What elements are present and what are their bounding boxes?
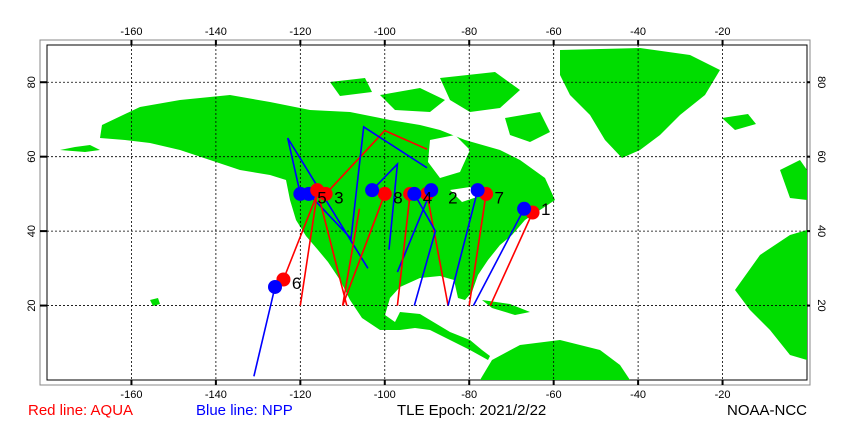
lon-label-bottom: -40 [630,389,646,401]
npp-position-8 [365,183,380,198]
caribbean-islands [482,300,530,315]
legend-npp: Blue line: NPP [196,402,293,419]
aqua-track-1 [489,212,534,306]
map-outer-frame [39,39,811,386]
pass-label-8: 8 [393,189,402,208]
legend-aqua: Red line: AQUA [28,402,134,419]
arctic-island-1 [380,88,445,112]
lat-label-left: 60 [26,151,38,163]
lon-label-bottom: -80 [461,389,477,401]
aqua-track-4 [396,193,411,306]
lon-label-top: -80 [461,26,477,38]
hawaii [150,298,160,306]
lat-label-left: 40 [26,225,38,237]
pass-label-7: 7 [495,189,504,208]
pass-label-1: 1 [541,200,550,219]
lat-label-right: 80 [815,76,827,88]
npp-track-4 [413,193,437,306]
graticule [40,40,810,385]
lon-label-bottom: -140 [205,389,227,401]
pass-label-5: 5 [317,189,326,208]
npp-track-7 [447,190,479,306]
lon-label-bottom: -100 [374,389,396,401]
arctic-island-4 [505,112,550,142]
lon-label-top: -140 [205,26,227,38]
lon-label-top: -40 [630,26,646,38]
lon-label-top: -60 [546,26,562,38]
lat-label-right: 40 [815,225,827,237]
lon-label-bottom: -20 [715,389,731,401]
npp-position-6 [268,279,282,294]
satellite-tracks: 1 2 3 4 5 6 7 8 [253,125,550,377]
lon-label-top: -160 [120,26,142,38]
npp-track-3 [308,125,428,241]
npp-track-8 [371,161,399,250]
aleutians [60,145,100,152]
npp-position-1 [517,201,532,216]
npp-position-4 [407,186,422,201]
aqua-track-7 [468,193,487,306]
pass-label-6: 6 [292,274,301,293]
tle-epoch: TLE Epoch: 2021/2/22 [397,402,547,419]
lat-label-right: 20 [815,299,827,311]
pass-label-2: 2 [448,189,457,208]
lon-label-top: -120 [289,26,311,38]
aqua-track-3 [325,129,428,195]
npp-track-5 [286,137,369,269]
iceland [722,114,756,130]
lat-label-left: 20 [26,299,38,311]
south-america [480,340,630,380]
lon-label-top: -100 [374,26,396,38]
europe-edge [780,160,807,200]
npp-position-2 [424,183,439,198]
lon-label-bottom: -120 [289,389,311,401]
aqua-track-8 [341,193,386,306]
credit-label: NOAA-NCC [727,402,808,419]
africa [735,230,807,360]
npp-track-6 [253,286,276,377]
npp-position-7 [470,183,485,198]
lon-label-top: -20 [715,26,731,38]
aqua-track-5 [316,190,348,306]
axis-labels: -160 -160 -140 -140 -120 -120 -100 -100 -80 -80 -6… [26,26,827,401]
npp-position-5 [293,186,308,201]
aqua-track-2 [426,193,449,306]
npp-track-1 [472,208,525,306]
pass-label-4: 4 [423,189,432,208]
greenland [560,48,720,158]
lon-label-bottom: -60 [546,389,562,401]
aqua-position-5 [310,183,325,198]
pass-label-3: 3 [334,189,343,208]
lon-label-bottom: -160 [120,389,142,401]
lat-label-left: 80 [26,76,38,88]
aqua-position-8 [377,186,392,201]
lat-label-right: 60 [815,151,827,163]
